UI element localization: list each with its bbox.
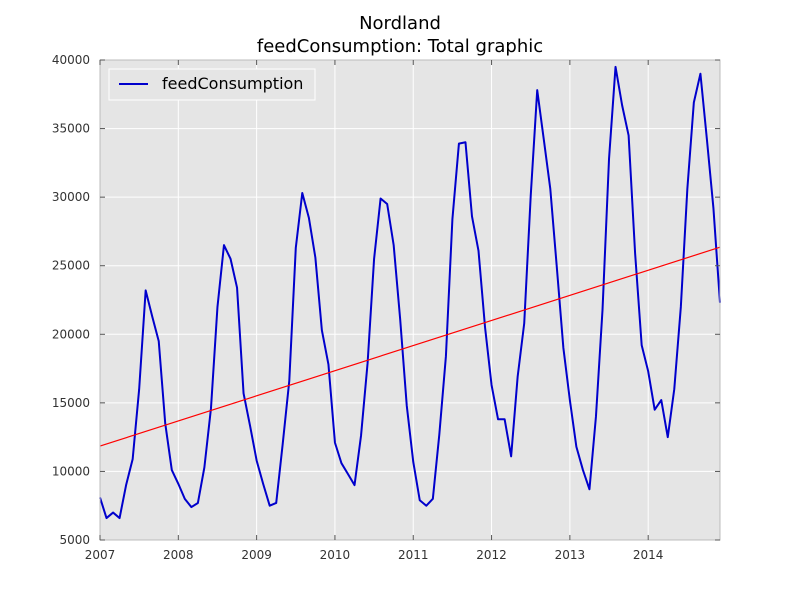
y-tick-label: 5000 [59,533,90,547]
tick-marks [99,59,720,541]
x-tick-label: 2008 [163,548,194,562]
y-tick-label: 25000 [52,259,90,273]
tick-labels: 2007 2008 2009 2010 2011 2012 2013 2014 5000 1000… [52,53,664,562]
plot-frame [99,59,721,541]
x-tick-label: 2012 [476,548,507,562]
plot-area [100,60,720,540]
x-tick-label: 2010 [320,548,351,562]
series-line-feedconsumption [99,65,721,520]
y-tick-label: 30000 [52,190,90,204]
x-tick-label: 2009 [241,548,272,562]
trend-line [99,246,721,447]
x-tick-label: 2011 [398,548,429,562]
x-tick-label: 2014 [633,548,664,562]
series-layer [99,65,721,520]
legend-label: feedConsumption [162,74,303,93]
x-tick-label: 2007 [85,548,116,562]
chart-title-block: Nordland feedConsumption: Total graphic [0,12,800,58]
chart-title: Nordland [359,13,441,34]
chart-subtitle: feedConsumption: Total graphic [256,36,544,57]
y-tick-label: 15000 [52,396,90,410]
x-tick-label: 2013 [555,548,586,562]
y-tick-label: 40000 [52,53,90,67]
y-tick-label: 20000 [52,327,90,341]
legend: feedConsumption [108,68,316,101]
y-tick-label: 10000 [52,464,90,478]
y-tick-label: 35000 [52,122,90,136]
